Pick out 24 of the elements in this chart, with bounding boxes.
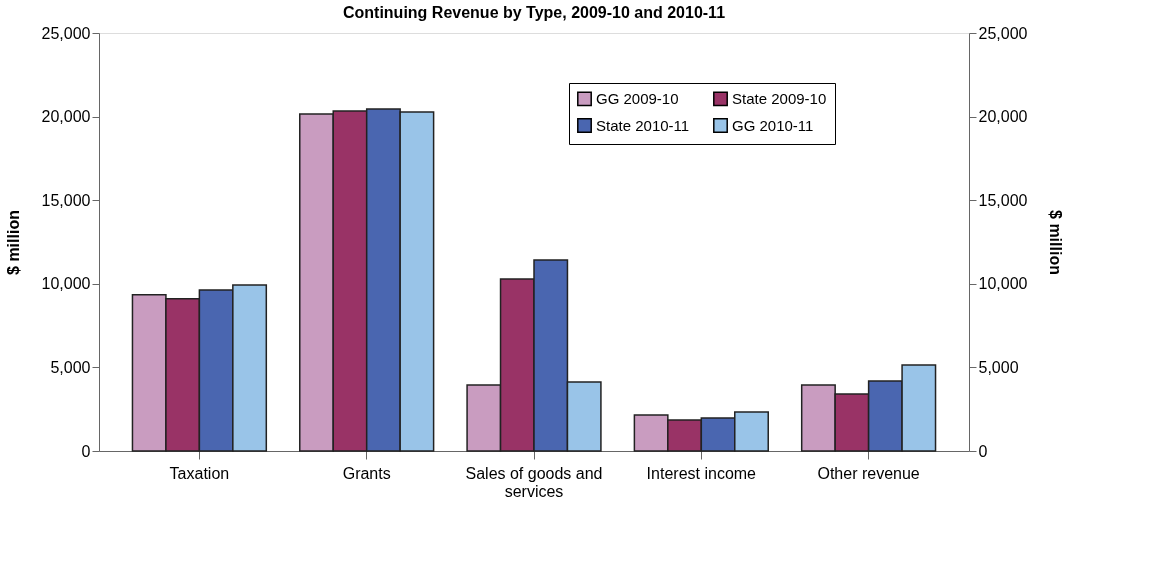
- y-tick-label: 5,000: [50, 358, 91, 376]
- y2-tick-label: 25,000: [978, 24, 1028, 42]
- y2-axis-title: $ million: [1047, 210, 1065, 275]
- y2-tick-label: 10,000: [978, 275, 1028, 293]
- legend-label: GG 2010-11: [732, 116, 814, 134]
- y-tick-label: 20,000: [41, 108, 91, 126]
- y2-tick-label: 20,000: [978, 108, 1028, 126]
- legend-label: State 2010-11: [596, 116, 690, 134]
- legend-label: GG 2009-10: [596, 89, 679, 107]
- y-tick-label: 0: [81, 442, 91, 460]
- x-tick-label: Interest income: [646, 464, 757, 482]
- chart-title: Continuing Revenue by Type, 2009-10 and 2010-11: [342, 4, 726, 21]
- y-tick-label: 25,000: [41, 24, 91, 42]
- x-tick-label: Sales of goods and services: [465, 464, 603, 500]
- y2-tick-label: 5,000: [978, 358, 1019, 376]
- x-tick-label: Other revenue: [817, 464, 920, 482]
- y2-tick-label: 15,000: [978, 191, 1028, 209]
- x-tick-label: Taxation: [169, 464, 230, 482]
- y-tick-label: 15,000: [41, 191, 91, 209]
- legend-label: State 2009-10: [732, 89, 827, 107]
- y-axis-title: $ million: [4, 210, 22, 275]
- y-tick-label: 10,000: [41, 275, 91, 293]
- x-tick-label: Grants: [342, 464, 391, 482]
- y2-tick-label: 0: [978, 442, 988, 460]
